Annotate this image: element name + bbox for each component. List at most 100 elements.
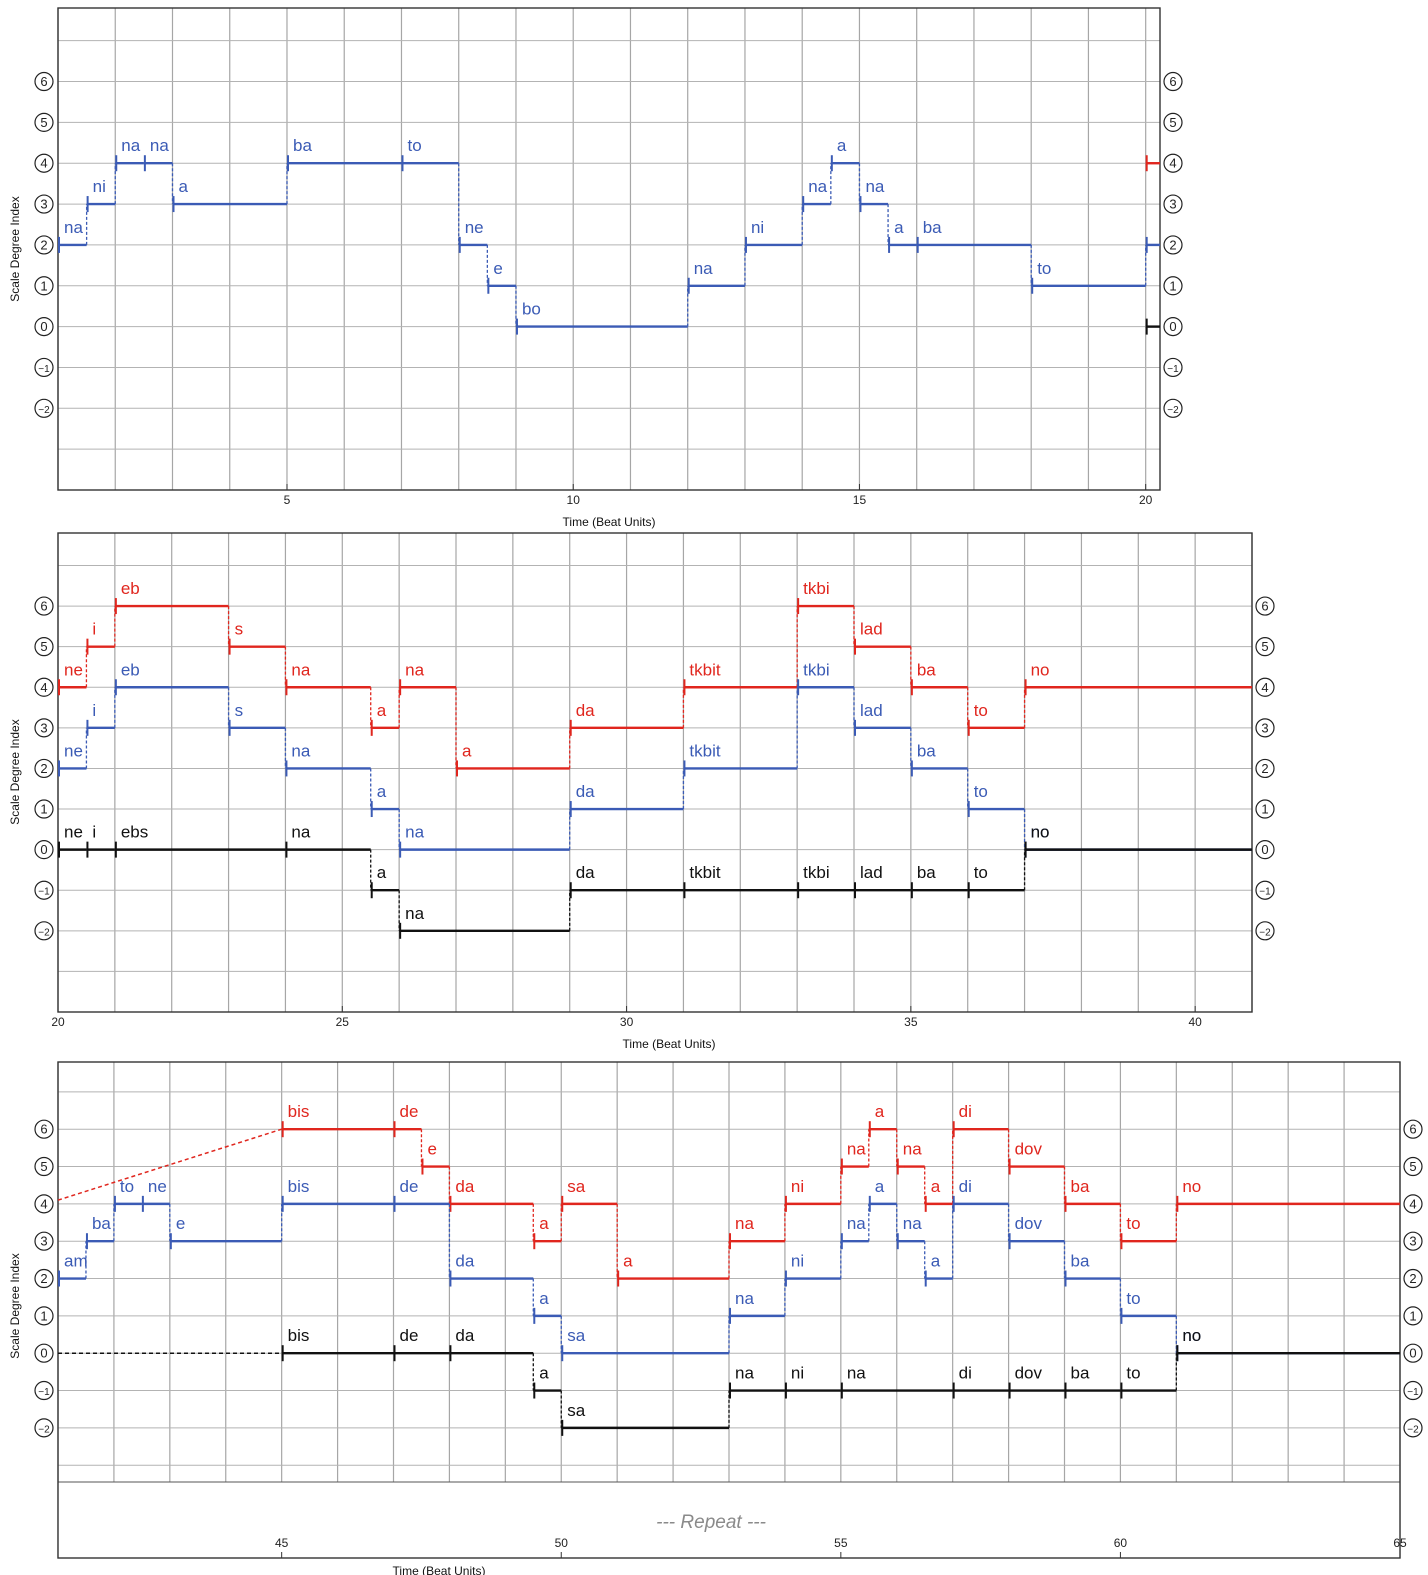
y-tick-circle <box>34 1418 54 1438</box>
x-tick-labels: 20 25 30 35 40 <box>51 1006 1202 1029</box>
syllable-label: bis <box>288 1326 310 1345</box>
syllable-label: ne <box>64 741 83 760</box>
y-tick-circle <box>34 1306 54 1326</box>
y-tick-circle <box>34 235 54 255</box>
y-tick-label-left: −2 <box>38 927 50 938</box>
syllable-label: na <box>847 1140 866 1159</box>
x-tick-label: 15 <box>853 493 867 507</box>
subplot-1: 5 10 15 20 −2 −2 −1 −1 0 0 1 1 2 2 3 3 4 4 5 5 6 6 Time (Beat … <box>8 7 1183 529</box>
y-tick-label-right: 1 <box>1169 278 1176 293</box>
y-tick-label-left: −1 <box>38 364 50 375</box>
syllable-label: da <box>576 782 595 801</box>
y-tick-label-right: 2 <box>1409 1271 1416 1286</box>
syllable-label: s <box>235 701 244 720</box>
y-tick-label-left: 4 <box>40 156 47 171</box>
y-tick-label-right: −2 <box>1259 927 1271 938</box>
syllable-label: bo <box>522 300 541 319</box>
y-tick-circle <box>1403 1156 1423 1177</box>
y-tick-label-left: 4 <box>40 680 47 695</box>
series-1: ne i eb s na a na a da tkbit tkbi lad ba to no <box>58 579 1252 777</box>
plot-frame <box>57 7 1161 491</box>
syllable-label: e <box>493 259 502 278</box>
series-3: bis de da asa na ni na di dov ba to no <box>281 1326 1400 1436</box>
y-tick-circle <box>1163 317 1183 337</box>
syllable-label: a <box>931 1252 941 1271</box>
y-tick-label-left: 1 <box>40 1308 47 1323</box>
y-tick-label-left: −1 <box>38 1387 50 1398</box>
y-tick-label-right: 4 <box>1261 680 1268 695</box>
x-tick-label: 20 <box>51 1015 65 1029</box>
y-tick-circle <box>1255 921 1275 941</box>
y-tick-label-right: −2 <box>1167 405 1179 416</box>
y-tick-circle <box>34 799 54 819</box>
syllable-label: ba <box>917 660 936 679</box>
y-tick-circle <box>1163 153 1183 173</box>
x-tick-labels: 45 50 55 60 65 <box>275 1536 1407 1558</box>
y-tick-label-left: 6 <box>40 74 47 89</box>
subplot-2: 20 25 30 35 40 −2 −2 −1 −1 0 0 1 1 2 2 3 3 4 4 5 5 6 6 Time (Be… <box>8 532 1275 1051</box>
syllable-label: de <box>400 1177 419 1196</box>
y-tick-label-right: −1 <box>1167 364 1179 375</box>
x-tick-label: 55 <box>834 1536 848 1550</box>
x-tick-label: 40 <box>1188 1015 1202 1029</box>
syllable-label: tkbi <box>803 863 829 882</box>
syllable-label: a <box>539 1289 549 1308</box>
syllable-label: dov <box>1015 1214 1043 1233</box>
repeat-annotation: --- Repeat --- <box>656 1512 766 1533</box>
y-tick-circle <box>34 840 54 860</box>
syllable-label: a <box>377 782 387 801</box>
syllable-label: a <box>875 1102 885 1121</box>
syllable-label: na <box>405 823 424 842</box>
syllable-label: eb <box>121 579 140 598</box>
y-tick-circle <box>34 276 54 296</box>
y-tick-label-left: 5 <box>40 1159 47 1174</box>
syllable-label: lad <box>860 620 883 639</box>
syllable-label: a <box>377 863 387 882</box>
syllable-label: ba <box>923 218 942 237</box>
syllable-label: ni <box>93 177 106 196</box>
syllable-label: na <box>903 1214 922 1233</box>
syllable-label: na <box>150 136 169 155</box>
y-tick-label-left: 5 <box>40 639 47 654</box>
syllable-label: ni <box>751 218 764 237</box>
syllable-label: da <box>455 1252 474 1271</box>
y-tick-circle <box>1255 718 1275 738</box>
syllable-label: di <box>959 1177 972 1196</box>
y-tick-circle <box>34 1194 54 1214</box>
syllable-label: no <box>1031 823 1050 842</box>
y-tick-circle <box>1403 1268 1423 1289</box>
syllable-label: to <box>974 782 988 801</box>
syllable-label: na <box>64 218 83 237</box>
syllable-label: na <box>405 904 424 923</box>
y-tick-label-left: 3 <box>40 1234 47 1249</box>
x-axis-title: Time (Beat Units) <box>393 1564 486 1575</box>
syllable-label: e <box>427 1140 436 1159</box>
syllable-label: da <box>576 863 595 882</box>
y-tick-circle <box>1255 637 1275 657</box>
syllable-label: sa <box>567 1177 586 1196</box>
syllable-label: bis <box>288 1177 310 1196</box>
plot-frame <box>57 532 1253 1013</box>
x-tick-label: 25 <box>336 1015 350 1029</box>
x-tick-labels: 5 10 15 20 <box>284 484 1153 507</box>
syllable-label: no <box>1031 660 1050 679</box>
syllable-label: a <box>931 1177 941 1196</box>
syllable-label: i <box>92 701 96 720</box>
syllable-label: a <box>623 1252 633 1271</box>
y-tick-circle <box>34 112 54 132</box>
x-tick-label: 10 <box>567 493 581 507</box>
x-tick-label: 5 <box>284 493 291 507</box>
y-tick-label-right: −2 <box>1407 1424 1419 1435</box>
y-tick-circle <box>34 758 54 779</box>
syllable-label: ebs <box>121 823 148 842</box>
syllable-label: na <box>694 259 713 278</box>
syllable-label: tkbi <box>803 660 829 679</box>
y-tick-circle <box>1403 1119 1423 1139</box>
syllable-label: no <box>1182 1177 1201 1196</box>
y-tick-circle <box>1163 235 1183 255</box>
y-tick-label-right: 6 <box>1261 599 1268 614</box>
y-tick-label-left: −2 <box>38 405 50 416</box>
